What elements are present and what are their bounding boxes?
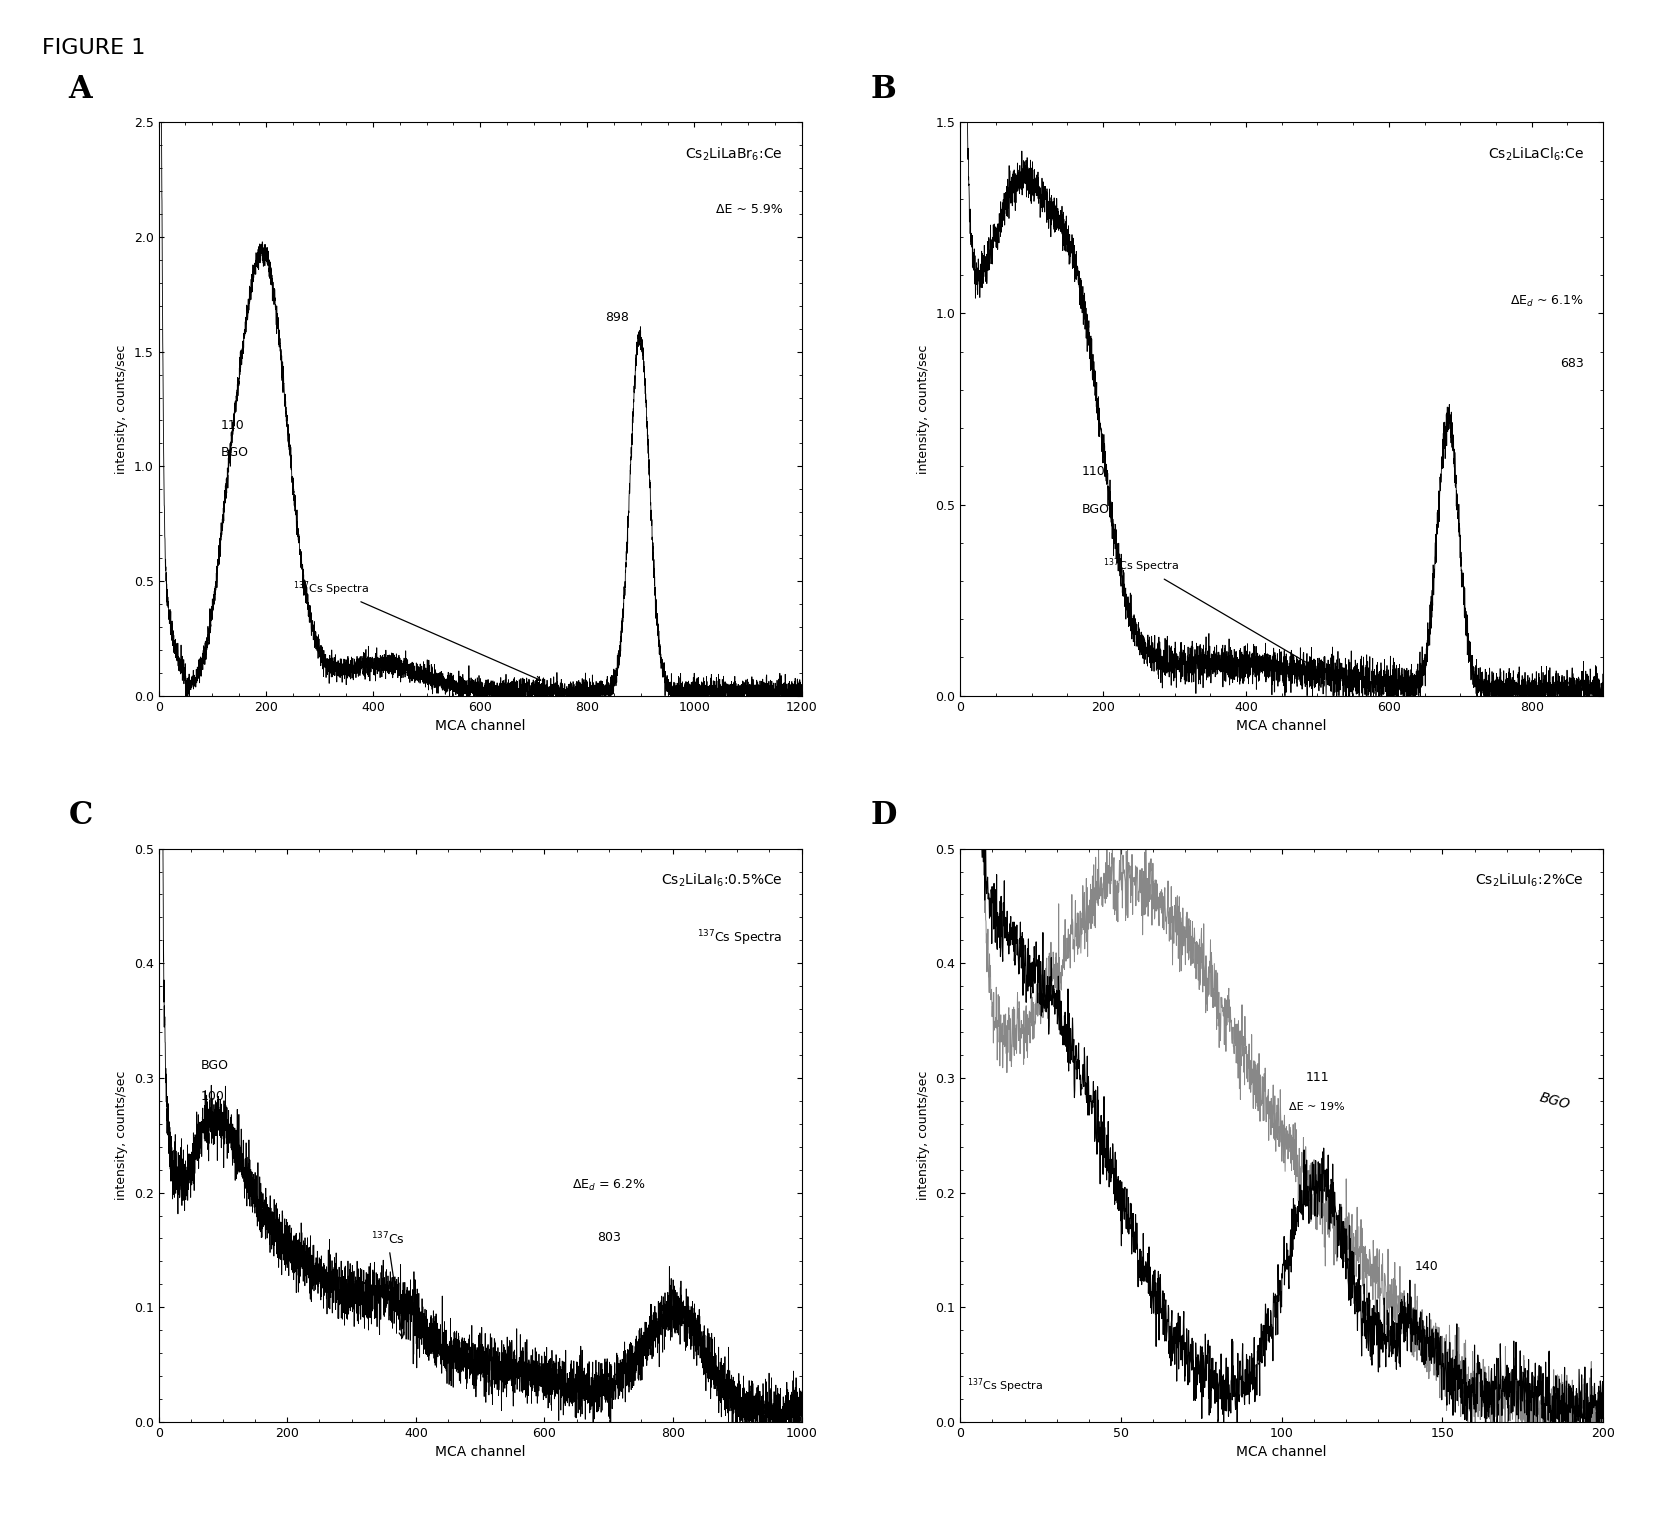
Text: ΔE$_d$ = 6.2%: ΔE$_d$ = 6.2% [573,1177,645,1193]
X-axis label: MCA channel: MCA channel [434,719,526,732]
Text: ΔE ~ 5.9%: ΔE ~ 5.9% [715,202,782,216]
Y-axis label: intensity, counts/sec: intensity, counts/sec [115,1070,129,1200]
Text: 803: 803 [596,1231,621,1245]
Text: 111: 111 [1306,1070,1329,1084]
Text: FIGURE 1: FIGURE 1 [42,38,145,58]
Text: BGO: BGO [200,1060,229,1072]
Text: ΔE ~ 19%: ΔE ~ 19% [1289,1102,1344,1113]
Text: Cs$_2$LiLaBr$_6$:Ce: Cs$_2$LiLaBr$_6$:Ce [685,145,782,162]
Text: D: D [870,800,897,832]
Text: $^{137}$Cs Spectra: $^{137}$Cs Spectra [292,579,541,680]
X-axis label: MCA channel: MCA channel [434,1445,526,1459]
Text: 140: 140 [1414,1260,1438,1272]
Y-axis label: intensity, counts/sec: intensity, counts/sec [917,1070,930,1200]
Text: $^{137}$Cs Spectra: $^{137}$Cs Spectra [696,928,782,948]
Text: 683: 683 [1560,358,1583,370]
Text: 110: 110 [220,419,244,431]
Text: Cs$_2$LiLaCl$_6$:Ce: Cs$_2$LiLaCl$_6$:Ce [1488,145,1583,162]
Text: Cs$_2$LiLaI$_6$:0.5%Ce: Cs$_2$LiLaI$_6$:0.5%Ce [661,872,782,888]
Text: A: A [68,73,92,106]
Text: ΔE$_d$ ~ 6.1%: ΔE$_d$ ~ 6.1% [1510,294,1583,309]
Text: BGO: BGO [1082,503,1109,515]
Text: $^{137}$Cs Spectra: $^{137}$Cs Spectra [1104,557,1314,667]
Text: C: C [68,800,94,832]
X-axis label: MCA channel: MCA channel [1236,719,1328,732]
Text: $^{137}$Cs: $^{137}$Cs [371,1231,404,1338]
Text: $^{137}$Cs Spectra: $^{137}$Cs Spectra [967,1376,1042,1394]
Y-axis label: intensity, counts/sec: intensity, counts/sec [917,344,930,474]
Text: 898: 898 [605,310,628,324]
Text: BGO: BGO [1538,1090,1571,1112]
Text: Cs$_2$LiLuI$_6$:2%Ce: Cs$_2$LiLuI$_6$:2%Ce [1475,872,1583,888]
Text: B: B [870,73,897,106]
X-axis label: MCA channel: MCA channel [1236,1445,1328,1459]
Y-axis label: intensity, counts/sec: intensity, counts/sec [115,344,129,474]
Text: BGO: BGO [220,446,249,459]
Text: 110: 110 [1082,465,1106,477]
Text: 100: 100 [200,1090,224,1102]
